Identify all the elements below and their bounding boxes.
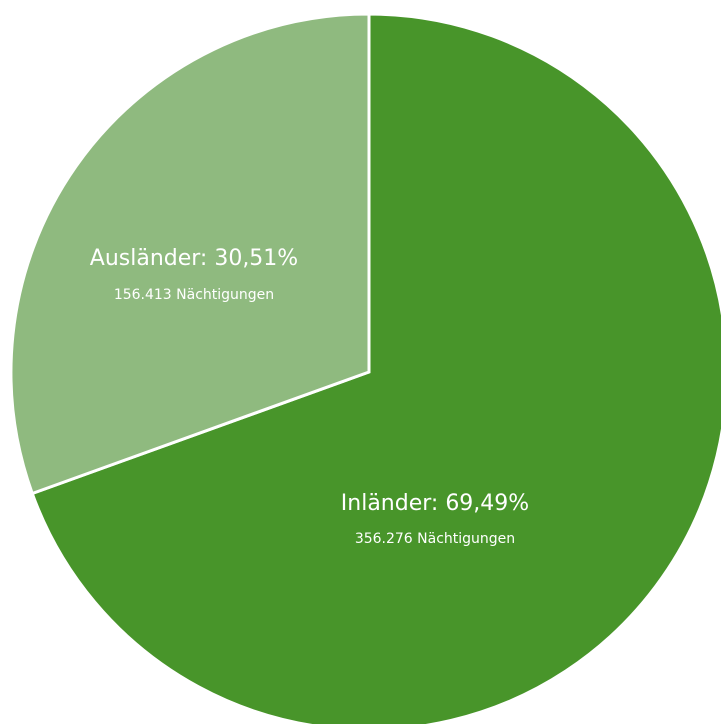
slice-label-auslaender: Ausländer: 30,51% [90, 246, 298, 271]
pie-slices [9, 12, 721, 724]
pie-slice-inlaender [30, 12, 721, 724]
slice-sublabel-inlaender: 356.276 Nächtigungen [355, 531, 515, 547]
pie-slice-auslaender [9, 12, 371, 496]
pie-labels: Inländer: 69,49% 356.276 Nächtigungen Au… [90, 246, 529, 547]
slice-sublabel-auslaender: 156.413 Nächtigungen [114, 287, 274, 303]
slice-label-inlaender: Inländer: 69,49% [341, 491, 529, 516]
